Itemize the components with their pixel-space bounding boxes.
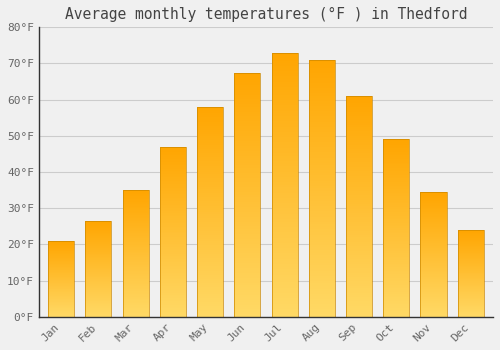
Title: Average monthly temperatures (°F ) in Thedford: Average monthly temperatures (°F ) in Th…	[64, 7, 467, 22]
